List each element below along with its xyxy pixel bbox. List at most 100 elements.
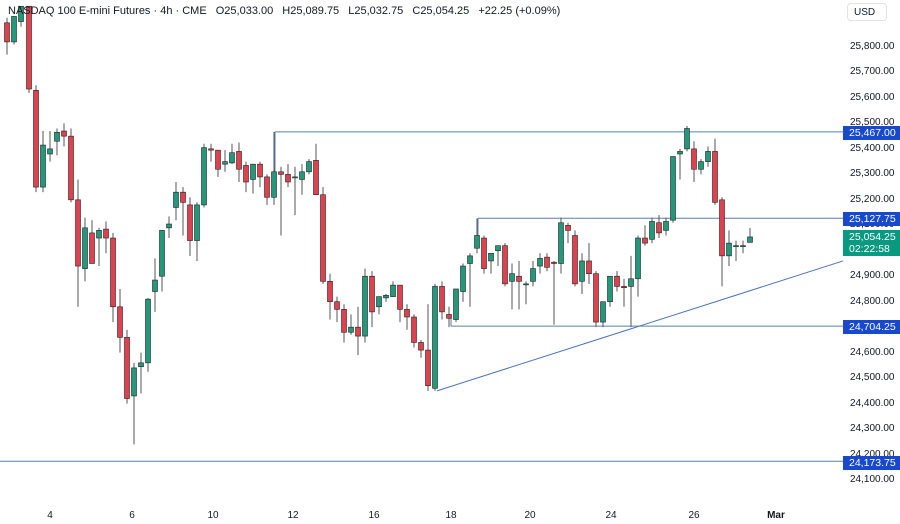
candle (537, 253, 543, 274)
candle (446, 306, 452, 328)
candle (544, 253, 550, 272)
candle (712, 138, 718, 205)
level-label-24173: 24,173.75 (843, 456, 900, 470)
candle (383, 294, 389, 302)
candle (264, 174, 270, 205)
candle (439, 281, 445, 320)
candle (215, 149, 221, 177)
candle (4, 17, 10, 55)
candle (523, 281, 529, 305)
candle (145, 297, 151, 372)
candle (677, 148, 683, 180)
candle (222, 150, 228, 172)
price-tick: 24,900.00 (850, 270, 895, 282)
symbol-title[interactable]: NASDAQ 100 E-mini Futures · 4h · CME (8, 5, 207, 17)
time-tick: Mar (767, 510, 785, 521)
level-label-25467: 25,467.00 (843, 126, 900, 140)
price-tick: 24,500.00 (850, 372, 895, 384)
time-tick: 26 (688, 510, 700, 521)
candle (278, 166, 284, 236)
candle (166, 216, 172, 239)
candle (82, 217, 88, 282)
candle (138, 352, 144, 394)
time-tick: 10 (207, 510, 219, 521)
ohlc-change: +22.25 (+0.09%) (478, 5, 561, 17)
candle (299, 164, 305, 195)
candle (54, 128, 60, 156)
candle (432, 283, 438, 391)
candle (236, 142, 242, 182)
ascending-trendline[interactable] (436, 260, 844, 392)
current-price: 25,054.25 (849, 231, 896, 243)
price-tick: 25,200.00 (850, 193, 895, 205)
candle (551, 260, 557, 325)
candle (33, 85, 39, 193)
current-price-label: 25,054.25 02:22:58 (843, 230, 900, 256)
candle (292, 166, 298, 216)
candle (341, 304, 347, 343)
candle (187, 197, 193, 256)
candle (89, 220, 95, 264)
level-label-24704: 24,704.25 (843, 320, 900, 334)
candle (726, 230, 732, 267)
candle (327, 273, 333, 320)
candle (257, 161, 263, 188)
candle (61, 123, 67, 147)
candle (572, 230, 578, 287)
candle (656, 215, 662, 239)
candle (495, 245, 501, 267)
candle (173, 181, 179, 221)
chart-header: NASDAQ 100 E-mini Futures · 4h · CME O25… (8, 5, 566, 17)
candle (509, 263, 515, 310)
price-tick: 24,100.00 (850, 473, 895, 485)
candle (229, 143, 235, 165)
candle (488, 253, 494, 274)
candle (600, 301, 606, 328)
ohlc-high: H25,089.75 (282, 5, 340, 17)
candle (103, 221, 109, 254)
candle (719, 197, 725, 287)
candle (124, 329, 130, 404)
candle (250, 163, 256, 194)
horizontal-levels[interactable] (0, 131, 843, 462)
candle (502, 243, 508, 287)
candles[interactable] (4, 5, 753, 445)
candle (110, 232, 116, 323)
candle (607, 275, 613, 307)
candle (733, 240, 739, 261)
candle (320, 187, 326, 284)
ohlc-close: C25,054.25 (412, 5, 470, 17)
candle (404, 304, 410, 330)
candle (194, 202, 200, 261)
price-tick: 24,600.00 (850, 346, 895, 358)
candle (306, 159, 312, 175)
candle (18, 5, 24, 27)
candle (180, 187, 186, 236)
candle (285, 164, 291, 188)
currency-button[interactable]: USD (847, 3, 887, 21)
candle (740, 240, 746, 254)
ohlc-open: O25,033.00 (215, 5, 274, 17)
candle (355, 306, 361, 356)
candle (201, 143, 207, 208)
candle (530, 260, 536, 287)
bar-countdown: 02:22:58 (849, 243, 890, 255)
candle (11, 16, 17, 45)
candle (271, 131, 277, 205)
candle (369, 271, 375, 328)
candle (376, 296, 382, 315)
candle (243, 161, 249, 193)
candle (411, 314, 417, 348)
time-tick: 4 (47, 510, 53, 521)
candle (558, 217, 564, 274)
candle (68, 128, 74, 203)
candle (642, 225, 648, 246)
candle (40, 131, 46, 193)
time-tick: 18 (445, 510, 457, 521)
price-tick: 24,800.00 (850, 295, 895, 307)
candle (565, 222, 571, 244)
trendline[interactable] (436, 260, 844, 392)
price-tick: 24,300.00 (850, 423, 895, 435)
candle (418, 339, 424, 358)
